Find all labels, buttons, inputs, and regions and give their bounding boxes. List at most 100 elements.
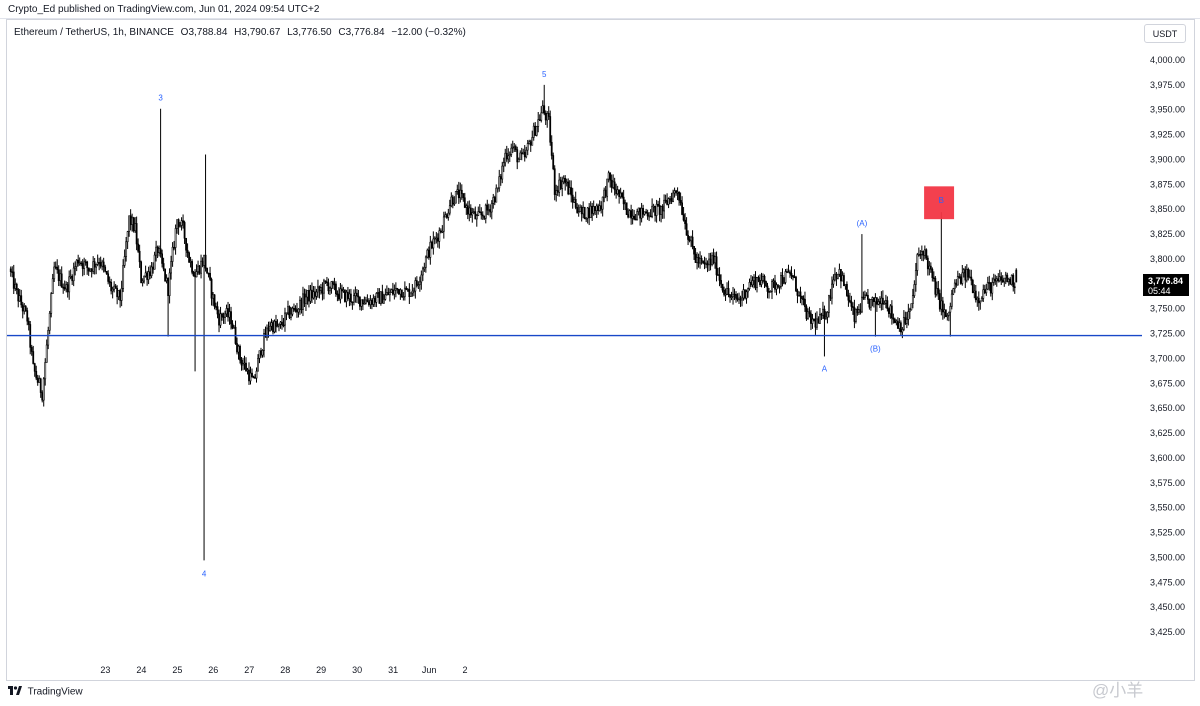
candle-body [907, 311, 910, 320]
candle-body [453, 202, 456, 205]
candle-body [294, 308, 297, 311]
candle-body [324, 280, 327, 283]
candle-body [270, 322, 273, 327]
candle-body [892, 317, 895, 320]
candle-body [922, 251, 925, 256]
candle-body [54, 266, 57, 269]
candle-body [14, 283, 17, 289]
price-tick-label: 3,575.00 [1150, 478, 1185, 488]
candle-body [176, 219, 178, 229]
candle-body [486, 204, 489, 211]
price-tick-label: 3,725.00 [1150, 329, 1185, 339]
candle-body [1010, 274, 1013, 285]
candle-body [759, 280, 761, 285]
currency-button[interactable]: USDT [1144, 24, 1186, 43]
candle-body [498, 176, 501, 189]
candle-body [723, 289, 725, 295]
candle-body [994, 278, 997, 282]
candle-body [546, 113, 549, 121]
candle-body [684, 219, 686, 224]
candle-body [182, 220, 184, 223]
candle-body [285, 312, 288, 315]
candle-body [423, 267, 426, 270]
candle-body [558, 179, 561, 193]
candle-body [583, 207, 586, 219]
candle-body [418, 281, 421, 285]
candle-body [717, 274, 719, 277]
candle-body [41, 392, 44, 401]
candle-body [344, 289, 346, 302]
candle-body [291, 307, 294, 315]
candle-body [192, 271, 195, 277]
candle-body [445, 214, 448, 218]
candle-body [688, 239, 691, 242]
candle-body [243, 362, 246, 365]
chart-frame[interactable] [6, 19, 1195, 681]
candle-body [823, 308, 826, 319]
candle-body [556, 190, 559, 193]
candle-body [937, 288, 940, 294]
candle-body [110, 282, 113, 292]
candle-body [751, 280, 754, 286]
candle-body [598, 205, 601, 211]
legend-low: L3,776.50 [287, 27, 332, 38]
candle-body [495, 187, 498, 203]
candle-body [541, 105, 544, 114]
candle-body [84, 261, 87, 264]
candle-body [895, 320, 898, 323]
time-tick-label: 25 [172, 665, 182, 675]
candle-body [156, 246, 159, 254]
candle-body [745, 291, 748, 299]
price-tick-label: 3,525.00 [1150, 528, 1185, 538]
candle-body [195, 271, 198, 278]
candle-body [850, 301, 853, 307]
candle-body [51, 278, 54, 294]
candle-body [905, 319, 908, 324]
candle-body [627, 214, 630, 218]
candle-body [744, 289, 746, 299]
candle-body [372, 297, 375, 305]
candle-body [281, 321, 283, 326]
time-tick-label: Jun [422, 665, 437, 675]
candle-body [198, 265, 201, 274]
candle-body [26, 310, 29, 322]
candle-body [910, 303, 913, 311]
footer-brand[interactable]: TradingView [8, 686, 83, 698]
candle-body [315, 291, 318, 297]
candle-body [219, 313, 222, 326]
candle-body [30, 347, 33, 352]
legend-close: C3,776.84 [338, 27, 385, 38]
candle-body [104, 266, 107, 272]
candle-body [153, 254, 156, 270]
candle-body [329, 287, 331, 292]
candle-body [159, 248, 162, 255]
candle-body [126, 231, 129, 243]
candle-body [158, 248, 161, 254]
candle-body [552, 155, 555, 170]
candle-body [955, 282, 958, 286]
price-tick-label: 3,625.00 [1150, 428, 1185, 438]
candle-body [837, 273, 839, 279]
candle-body [400, 289, 403, 298]
candle-body [531, 137, 534, 146]
candle-body [114, 285, 117, 289]
candle-body [12, 271, 15, 289]
candle-body [74, 266, 77, 269]
candle-body [501, 165, 504, 180]
candle-body [457, 189, 460, 199]
candle-body [877, 301, 880, 305]
candle-body [859, 309, 862, 313]
candle-body [952, 288, 955, 295]
highlight-box[interactable] [924, 186, 955, 220]
candle-body [282, 324, 285, 327]
candle-body [869, 299, 872, 308]
candle-body [390, 289, 393, 293]
candle-body [914, 270, 917, 285]
candle-body [89, 268, 92, 272]
candle-body [65, 284, 68, 290]
tradingview-logo-icon [8, 686, 22, 698]
candle-body [350, 293, 352, 302]
brand-name: TradingView [27, 686, 83, 698]
candle-body [802, 298, 805, 300]
